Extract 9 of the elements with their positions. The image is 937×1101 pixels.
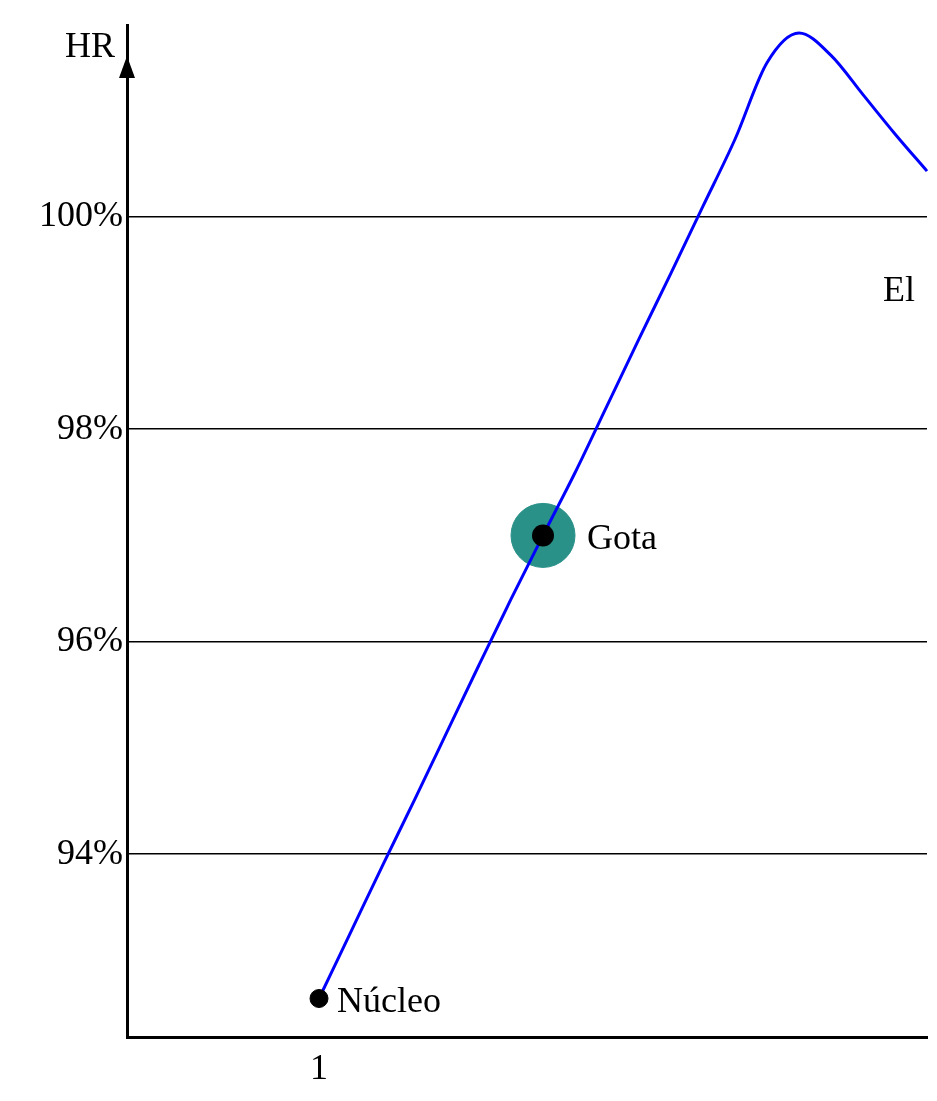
y-tick-label: 100% [39,194,123,235]
annotation: El [883,268,915,309]
y-axis-title: HR [64,25,115,66]
y-tick-label: 96% [57,619,123,660]
y-tick-label: 98% [57,406,123,447]
series-label: Núcleo [337,979,441,1020]
y-tick-label: 94% [57,831,123,872]
series-label: Gota [587,516,657,557]
x-tick-label: 1 [310,1046,328,1087]
